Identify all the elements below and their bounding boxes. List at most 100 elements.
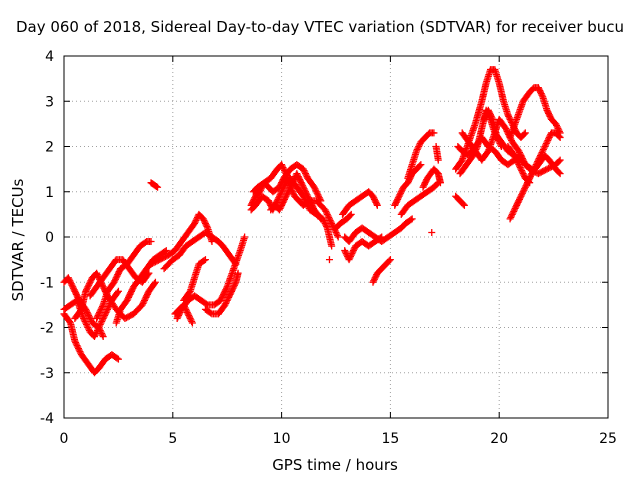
data-point — [307, 198, 315, 206]
data-point — [372, 198, 380, 206]
data-point — [313, 189, 321, 197]
data-point — [301, 168, 309, 176]
data-point — [113, 354, 121, 362]
data-point — [180, 302, 188, 310]
data-point — [283, 189, 291, 197]
data-point — [75, 345, 83, 353]
data-point — [141, 295, 149, 303]
x-axis-label: GPS time / hours — [272, 456, 398, 474]
y-tick-label: -1 — [40, 275, 54, 291]
data-point — [512, 203, 520, 211]
data-point — [519, 156, 527, 164]
x-tick-label: 20 — [490, 431, 508, 447]
data-point — [69, 284, 77, 292]
y-tick-label: 2 — [45, 140, 54, 156]
data-point — [522, 182, 530, 190]
data-point — [347, 210, 355, 218]
data-point — [373, 200, 381, 208]
data-point — [327, 218, 335, 226]
data-point — [74, 293, 82, 301]
data-point — [517, 192, 525, 200]
data-point — [518, 167, 526, 175]
data-point — [250, 195, 258, 203]
data-point — [143, 290, 151, 298]
data-point — [537, 90, 545, 98]
data-point — [230, 281, 238, 289]
data-point — [299, 183, 307, 191]
data-point — [307, 200, 315, 208]
data-point — [201, 219, 209, 227]
data-point — [518, 155, 526, 163]
data-point — [521, 185, 529, 193]
data-point — [513, 200, 521, 208]
data-point — [311, 185, 319, 193]
data-point — [123, 296, 131, 304]
data-point — [140, 298, 148, 306]
data-point — [496, 139, 504, 147]
data-point — [286, 185, 294, 193]
data-point — [127, 289, 135, 297]
data-point — [502, 126, 510, 134]
data-point — [294, 171, 302, 179]
data-point — [138, 301, 146, 309]
data-point — [101, 310, 109, 318]
data-point — [521, 129, 529, 137]
data-point — [84, 283, 92, 291]
data-point — [99, 314, 107, 322]
data-point — [512, 155, 520, 163]
data-point — [555, 157, 563, 165]
data-point — [223, 296, 231, 304]
data-point — [80, 314, 88, 322]
data-point — [102, 308, 110, 316]
data-point — [515, 161, 523, 169]
data-point — [114, 269, 122, 277]
data-point — [546, 112, 554, 120]
chart-title: Day 060 of 2018, Sidereal Day-to-day VTE… — [15, 18, 625, 36]
data-point — [278, 177, 286, 185]
data-point — [142, 293, 150, 301]
data-point — [185, 313, 193, 321]
data-point — [293, 170, 301, 178]
data-point — [188, 317, 196, 325]
data-point — [147, 238, 155, 246]
data-point — [556, 170, 564, 178]
data-point — [114, 271, 122, 279]
data-point — [523, 180, 531, 188]
data-point — [68, 281, 76, 289]
data-point — [86, 314, 94, 322]
data-point — [341, 247, 349, 255]
data-point — [227, 289, 235, 297]
data-point — [224, 295, 232, 303]
data-point — [221, 287, 229, 295]
data-point — [98, 316, 106, 324]
data-point — [543, 106, 551, 114]
data-point — [276, 182, 284, 190]
data-point — [199, 215, 207, 223]
data-point — [516, 164, 524, 172]
data-point — [494, 136, 502, 144]
data-point — [513, 158, 521, 166]
data-point — [514, 159, 522, 167]
data-point — [386, 256, 394, 264]
data-point — [201, 256, 209, 264]
data-point — [328, 221, 336, 229]
data-point — [323, 210, 331, 218]
data-point — [85, 313, 93, 321]
data-point — [114, 355, 122, 363]
data-point — [392, 198, 400, 206]
data-point — [554, 124, 562, 132]
data-point — [85, 281, 93, 289]
data-point — [511, 204, 519, 212]
data-point — [276, 191, 284, 199]
data-point — [276, 204, 284, 212]
data-point — [72, 340, 80, 348]
data-point — [545, 135, 553, 143]
data-point — [65, 275, 73, 283]
data-point — [96, 327, 104, 335]
data-point — [84, 324, 92, 331]
data-point — [518, 191, 526, 199]
data-point — [369, 278, 377, 286]
data-point — [321, 219, 329, 227]
data-point — [505, 112, 513, 120]
data-point — [369, 192, 377, 200]
